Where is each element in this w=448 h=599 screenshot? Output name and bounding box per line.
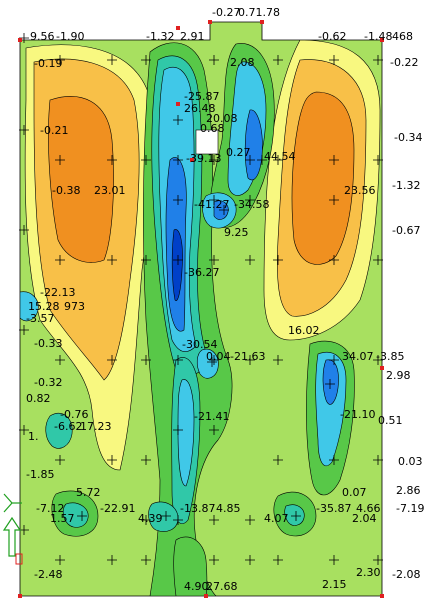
value-label: -0.33 (34, 337, 62, 350)
value-label: -21.63 (230, 350, 265, 363)
value-label: 0.82 (26, 392, 51, 405)
value-label: 1.57 (50, 512, 75, 525)
value-label: -22.91 (100, 502, 135, 515)
value-label: -0.19 (34, 57, 62, 70)
value-label: 23.56 (344, 184, 376, 197)
left-orange-band (48, 96, 113, 262)
support-marker (204, 594, 208, 598)
value-label: 4.85 (216, 502, 241, 515)
value-label: 1. (28, 430, 39, 443)
value-label: 17.23 (80, 420, 112, 433)
value-label: -0.32 (34, 376, 62, 389)
value-label: 468 (392, 30, 413, 43)
value-label: 9.25 (224, 226, 249, 239)
support-marker (380, 366, 384, 370)
value-label: 0.51 (378, 414, 403, 427)
support-marker (176, 102, 180, 106)
value-label: -22.13 (40, 286, 75, 299)
value-label: -34.58 (234, 198, 269, 211)
value-label: -0.22 (390, 56, 418, 69)
value-label: -35.87 (316, 502, 351, 515)
value-label: 2.98 (386, 369, 411, 382)
value-label: 0.68 (200, 122, 225, 135)
value-label: -1.32 (146, 30, 174, 43)
value-label: 4.39 (138, 512, 163, 525)
value-label: -1.32 (392, 179, 420, 192)
value-label: -0.67 (392, 224, 420, 237)
value-label: 4.90 (184, 580, 209, 593)
value-label: 0.71.78 (238, 6, 280, 19)
value-label: -13.87 (180, 502, 215, 515)
value-label: 5.72 (76, 486, 101, 499)
value-label: 4.07 (264, 512, 289, 525)
value-label: -2.08 (392, 568, 420, 581)
value-label: -7.19 (396, 502, 424, 515)
support-marker (18, 594, 22, 598)
value-label: -0.21 (40, 124, 68, 137)
value-label: -41.27 (194, 198, 229, 211)
value-label: 2.04 (352, 512, 377, 525)
value-label: -3.85 (376, 350, 404, 363)
value-label: 16.02 (288, 324, 320, 337)
value-label: -1.48 (364, 30, 392, 43)
value-label: 9.56 (30, 30, 55, 43)
value-label: -39.13 (186, 152, 221, 165)
value-label: -1.85 (26, 468, 54, 481)
support-marker (208, 20, 212, 24)
value-label: 2.30 (356, 566, 381, 579)
value-label: -21.10 (340, 408, 375, 421)
value-label: -0.34 (394, 131, 422, 144)
value-label: 34.07 (342, 350, 374, 363)
value-label: -36.27 (184, 266, 219, 279)
support-marker (260, 20, 264, 24)
value-label: 0.27 (226, 146, 251, 159)
support-marker (380, 594, 384, 598)
value-label: -6.62 (54, 420, 82, 433)
value-label: -3.57 (26, 312, 54, 325)
value-label: 0.04 (206, 350, 231, 363)
value-label: 973 (64, 300, 85, 313)
value-label: -0.62 (318, 30, 346, 43)
value-label: -2.48 (34, 568, 62, 581)
value-label: -21.41 (194, 410, 229, 423)
value-label: -0.27 (212, 6, 240, 19)
value-label: 2.86 (396, 484, 421, 497)
value-label: 2.15 (322, 578, 347, 591)
value-label: 27.68 (206, 580, 238, 593)
support-marker (18, 38, 22, 42)
value-label: 44.54 (264, 150, 296, 163)
axis-indicator (4, 494, 22, 564)
value-label: -1.90 (56, 30, 84, 43)
value-label: 23.01 (94, 184, 126, 197)
value-label: 2.91 (180, 30, 205, 43)
value-label: 2.08 (230, 56, 255, 69)
value-label: 0.03 (398, 455, 423, 468)
value-label: -0.38 (52, 184, 80, 197)
value-label: 0.07 (342, 486, 367, 499)
